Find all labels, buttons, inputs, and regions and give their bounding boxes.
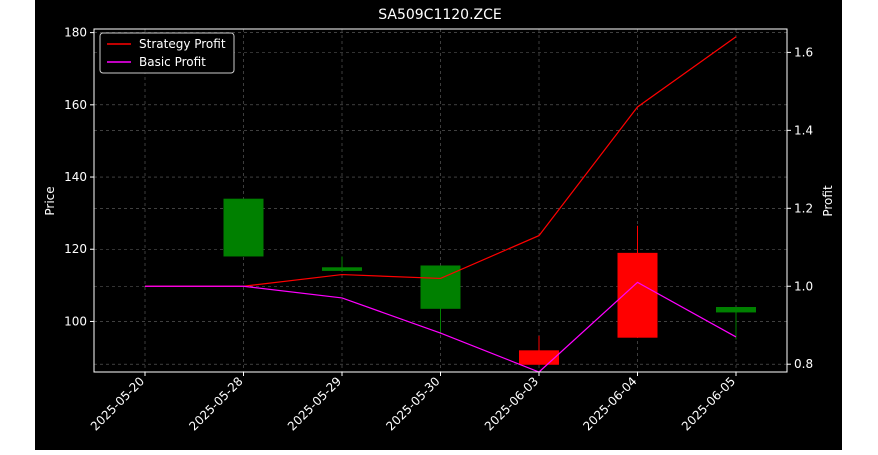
y-tick-label-right: 1.4 <box>794 123 813 137</box>
legend: Strategy Profit Basic Profit <box>99 32 235 74</box>
legend-label-strategy: Strategy Profit <box>139 37 226 51</box>
x-tick-label: 2025-06-05 <box>679 374 738 433</box>
x-tick-label: 2025-05-29 <box>285 374 344 433</box>
candle-body <box>223 198 264 257</box>
line-layer <box>145 36 737 373</box>
y-tick-label-left: 160 <box>64 98 87 112</box>
x-tick-label: 2025-06-04 <box>580 374 639 433</box>
y-tick-label-left: 180 <box>64 26 87 40</box>
y-axis-label-left: Price <box>43 186 57 215</box>
candle-body <box>322 267 362 271</box>
y-tick-label-left: 140 <box>64 170 87 184</box>
chart-title: SA509C1120.ZCE <box>378 7 502 23</box>
x-tick-label: 2025-05-30 <box>383 374 442 433</box>
x-tick-label: 2025-05-28 <box>186 374 245 433</box>
x-tick-label: 2025-05-20 <box>88 374 147 433</box>
y-tick-label-right: 1.0 <box>794 279 813 293</box>
legend-box <box>99 32 235 74</box>
y-tick-label-left: 120 <box>64 242 87 256</box>
candle-body <box>519 350 559 365</box>
chart-figure: SA509C1120.ZCE 2025-05-20 2025-05-28 2025-… <box>35 0 842 450</box>
y-tick-label-right: 1.2 <box>794 201 813 215</box>
y-axis-label-right: Profit <box>821 185 835 217</box>
x-tick-label: 2025-06-03 <box>482 374 541 433</box>
y-tick-label-left: 100 <box>64 314 87 328</box>
legend-label-basic: Basic Profit <box>139 55 206 69</box>
chart-svg: SA509C1120.ZCE 2025-05-20 2025-05-28 2025-… <box>43 7 835 433</box>
candle-body <box>716 307 756 313</box>
y-tick-label-right: 0.8 <box>794 357 813 371</box>
basic-profit-line <box>145 281 737 373</box>
y-tick-label-right: 1.6 <box>794 45 813 59</box>
candle-layer <box>223 198 756 365</box>
